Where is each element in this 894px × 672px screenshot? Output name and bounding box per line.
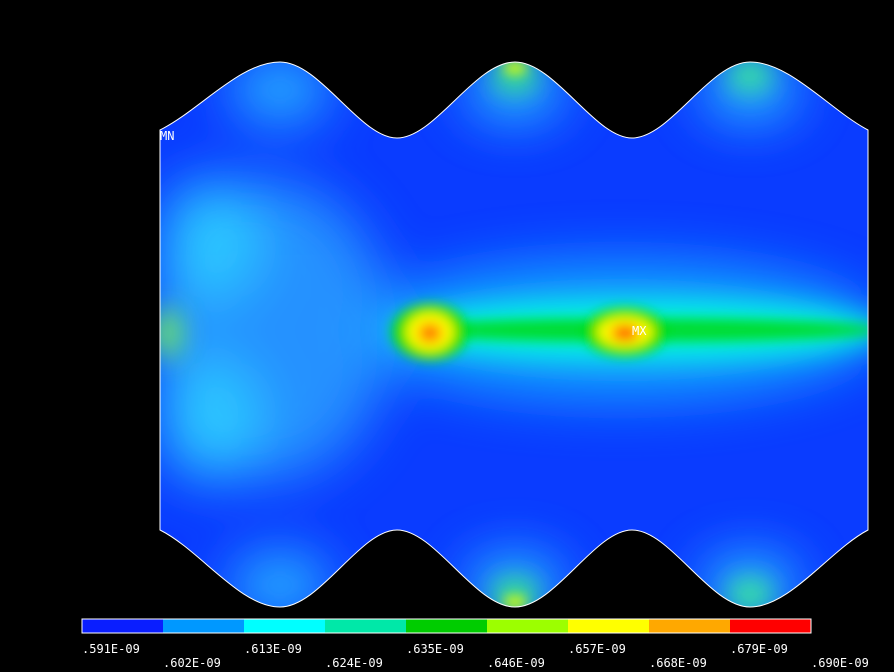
legend-swatch [568,619,650,633]
legend-swatch [649,619,731,633]
legend-frame [81,618,812,634]
legend-swatch [406,619,488,633]
legend-label: .690E-09 [811,656,869,670]
legend-swatch [82,619,164,633]
legend-label: .602E-09 [163,656,221,670]
legend: .591E-09 .602E-09 .613E-09 .624E-09 .635E-09… [81,618,869,670]
legend-swatch [244,619,326,633]
min-marker: MN [160,129,174,143]
legend-label: .591E-09 [82,642,140,656]
legend-label: .635E-09 [406,642,464,656]
outline [159,61,869,608]
legend-label: .679E-09 [730,642,788,656]
max-marker: MX [632,324,647,338]
legend-swatch [730,619,812,633]
legend-label: .657E-09 [568,642,626,656]
legend-swatch [487,619,569,633]
legend-label: .646E-09 [487,656,545,670]
legend-label: .668E-09 [649,656,707,670]
legend-label: .613E-09 [244,642,302,656]
contour-plot [160,62,868,607]
legend-label: .624E-09 [325,656,383,670]
legend-swatch [163,619,245,633]
legend-swatch [325,619,407,633]
